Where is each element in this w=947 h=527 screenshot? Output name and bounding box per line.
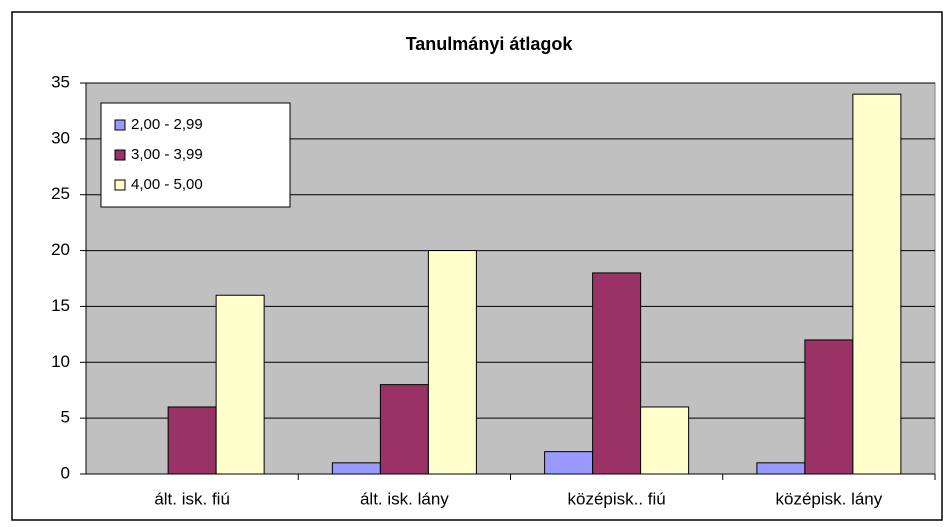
y-tick-label: 35 xyxy=(51,72,70,91)
legend-label: 2,00 - 2,99 xyxy=(131,116,203,133)
legend-swatch xyxy=(114,119,126,131)
bar xyxy=(427,250,477,475)
legend-label: 3,00 - 3,99 xyxy=(131,146,203,163)
y-tick-label: 0 xyxy=(61,463,70,482)
bar xyxy=(215,294,265,475)
bar xyxy=(756,462,806,475)
y-tick-label: 20 xyxy=(51,240,70,259)
x-tick-label: középisk.. fiú xyxy=(567,489,665,508)
x-tick-label: középisk. lány xyxy=(775,489,882,508)
x-tick-label: ált. isk. lány xyxy=(360,489,449,508)
bar xyxy=(331,462,381,475)
chart-title: Tanulmányi átlagok xyxy=(406,34,574,54)
legend-label: 4,00 - 5,00 xyxy=(131,176,203,193)
legend-swatch xyxy=(114,149,126,161)
y-tick-label: 5 xyxy=(61,408,70,427)
legend-swatch xyxy=(114,179,126,191)
y-tick-label: 15 xyxy=(51,296,70,315)
bar xyxy=(544,451,594,475)
legend xyxy=(100,102,291,208)
y-tick-label: 30 xyxy=(51,128,70,147)
y-tick-label: 25 xyxy=(51,184,70,203)
x-tick-label: ált. isk. fiú xyxy=(154,489,230,508)
bar xyxy=(592,272,642,475)
bar xyxy=(804,339,854,475)
y-tick-label: 10 xyxy=(51,352,70,371)
bar xyxy=(167,406,217,475)
bar xyxy=(852,93,902,475)
bar xyxy=(640,406,690,475)
bar xyxy=(379,384,429,475)
